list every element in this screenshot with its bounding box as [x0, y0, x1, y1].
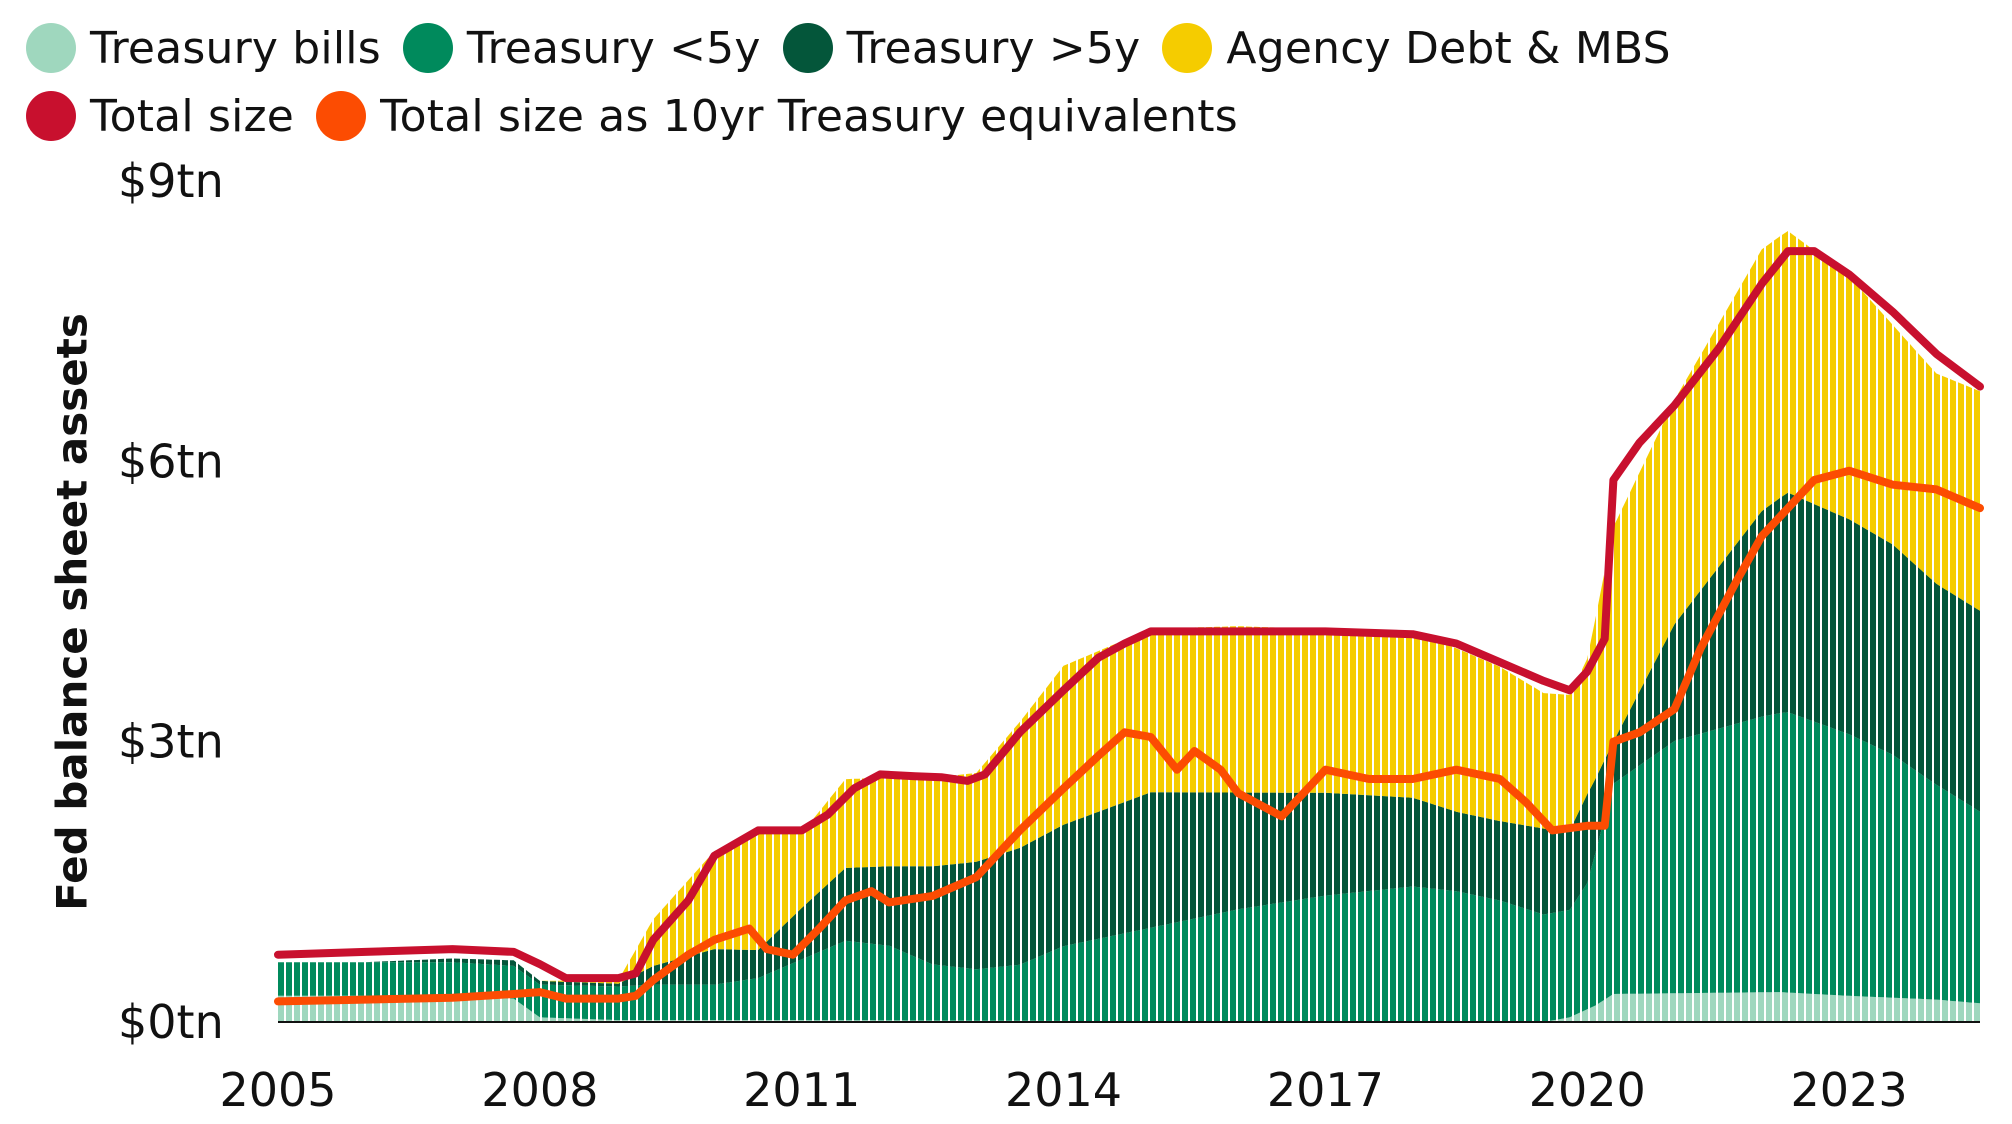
- legend-item-agency-debt-mbs: Agency Debt & MBS: [1162, 22, 1671, 74]
- legend-label-treasury-under-5y: Treasury <5y: [466, 22, 761, 74]
- x-tick-label: 2014: [1005, 1063, 1122, 1117]
- legend-label-treasury-bills: Treasury bills: [90, 22, 381, 74]
- x-tick-label: 2008: [481, 1063, 598, 1117]
- x-tick-label: 2020: [1529, 1063, 1646, 1117]
- y-tick-label: $6tn: [118, 434, 224, 488]
- line-total-size-as-10yr-treasury-equivalents: [274, 466, 1984, 1006]
- legend-label-agency-debt-mbs: Agency Debt & MBS: [1226, 22, 1671, 74]
- legend-marker-treasury-over-5y: [782, 23, 833, 73]
- x-tick-labels: 2005 2008 2011 2014 2017 2020 2023: [219, 1063, 1907, 1117]
- y-tick-label: $3tn: [118, 715, 224, 769]
- legend-label-total-size-10yr-equivalents: Total size as 10yr Treasury equivalents: [380, 90, 1238, 142]
- x-tick-label: 2023: [1791, 1063, 1908, 1117]
- legend-marker-treasury-under-5y: [402, 23, 453, 73]
- legend-marker-total-size-10yr-equivalents: [316, 91, 367, 141]
- bar-stripes-overlay: [278, 181, 1980, 1022]
- legend-item-total-size-10yr-equivalents: Total size as 10yr Treasury equivalents: [316, 91, 1238, 142]
- x-tick-label: 2017: [1267, 1063, 1384, 1117]
- legend-marker-agency-debt-mbs: [1162, 23, 1213, 73]
- line-series: [274, 247, 1984, 1006]
- legend-item-treasury-under-5y: Treasury <5y: [402, 22, 761, 74]
- y-tick-labels: $0tn $3tn $6tn $9tn: [118, 154, 224, 1049]
- legend-row-2: Total size Total size as 10yr Treasury e…: [26, 82, 1986, 150]
- legend-item-treasury-bills: Treasury bills: [26, 23, 381, 74]
- legend-item-total-size: Total size: [26, 91, 294, 142]
- y-tick-label: $0tn: [118, 995, 224, 1049]
- legend-label-treasury-over-5y: Treasury >5y: [846, 22, 1141, 74]
- legend-marker-total-size: [26, 91, 76, 141]
- legend-item-treasury-over-5y: Treasury >5y: [782, 22, 1141, 74]
- legend-row-1: Treasury bills Treasury <5y Treasury >5y…: [26, 14, 1986, 82]
- x-tick-label: 2005: [219, 1063, 336, 1117]
- x-tick-label: 2011: [743, 1063, 860, 1117]
- y-tick-label: $9tn: [118, 154, 224, 208]
- legend: Treasury bills Treasury <5y Treasury >5y…: [26, 14, 1986, 150]
- legend-marker-treasury-bills: [26, 23, 76, 73]
- y-axis-title: Fed balance sheet assets: [47, 313, 97, 911]
- line-total-size: [274, 247, 1984, 983]
- legend-label-total-size: Total size: [90, 90, 295, 142]
